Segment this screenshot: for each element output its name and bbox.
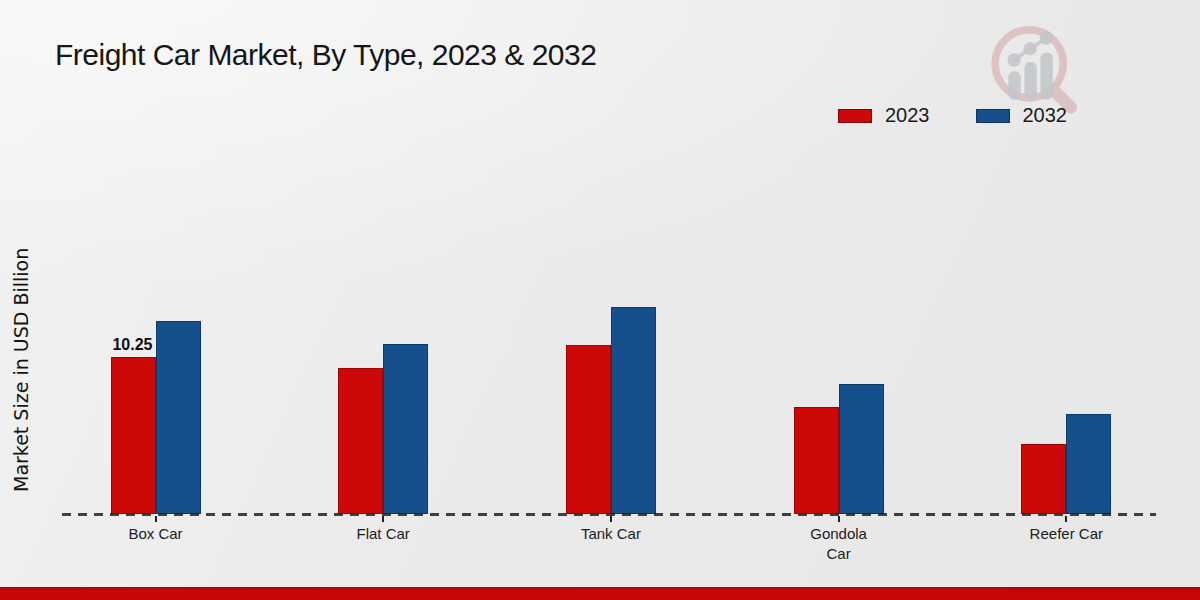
bar-2023-gondola-car bbox=[794, 407, 839, 514]
x-axis-tick-box-car bbox=[155, 516, 157, 522]
x-axis-tick-reefer-car bbox=[1065, 516, 1067, 522]
category-label-reefer-car: Reefer Car bbox=[1006, 524, 1126, 544]
chart-canvas: Freight Car Market, By Type, 2023 & 2032… bbox=[0, 0, 1200, 600]
category-label-gondola-car: Gondola Car bbox=[779, 524, 899, 565]
x-axis-tick-tank-car bbox=[610, 516, 612, 522]
bar-2023-tank-car bbox=[566, 345, 611, 514]
category-label-box-car: Box Car bbox=[96, 524, 216, 544]
bar-2023-flat-car bbox=[338, 368, 383, 514]
category-label-tank-car: Tank Car bbox=[551, 524, 671, 544]
bar-2023-box-car bbox=[111, 357, 156, 514]
footer-accent-bar bbox=[0, 587, 1200, 600]
plot-area: Box Car Flat Car Tank Car Gondola Car Reefer… bbox=[0, 0, 1200, 600]
bar-2023-reefer-car bbox=[1021, 444, 1066, 514]
data-label-2023-box-car: 10.25 bbox=[103, 336, 163, 354]
category-label-flat-car: Flat Car bbox=[323, 524, 443, 544]
x-axis-tick-gondola-car bbox=[838, 516, 840, 522]
bar-2032-gondola-car bbox=[839, 384, 884, 514]
bar-2032-flat-car bbox=[383, 344, 428, 514]
bar-2032-reefer-car bbox=[1066, 414, 1111, 514]
x-axis-tick-flat-car bbox=[382, 516, 384, 522]
bar-2032-tank-car bbox=[611, 307, 656, 514]
